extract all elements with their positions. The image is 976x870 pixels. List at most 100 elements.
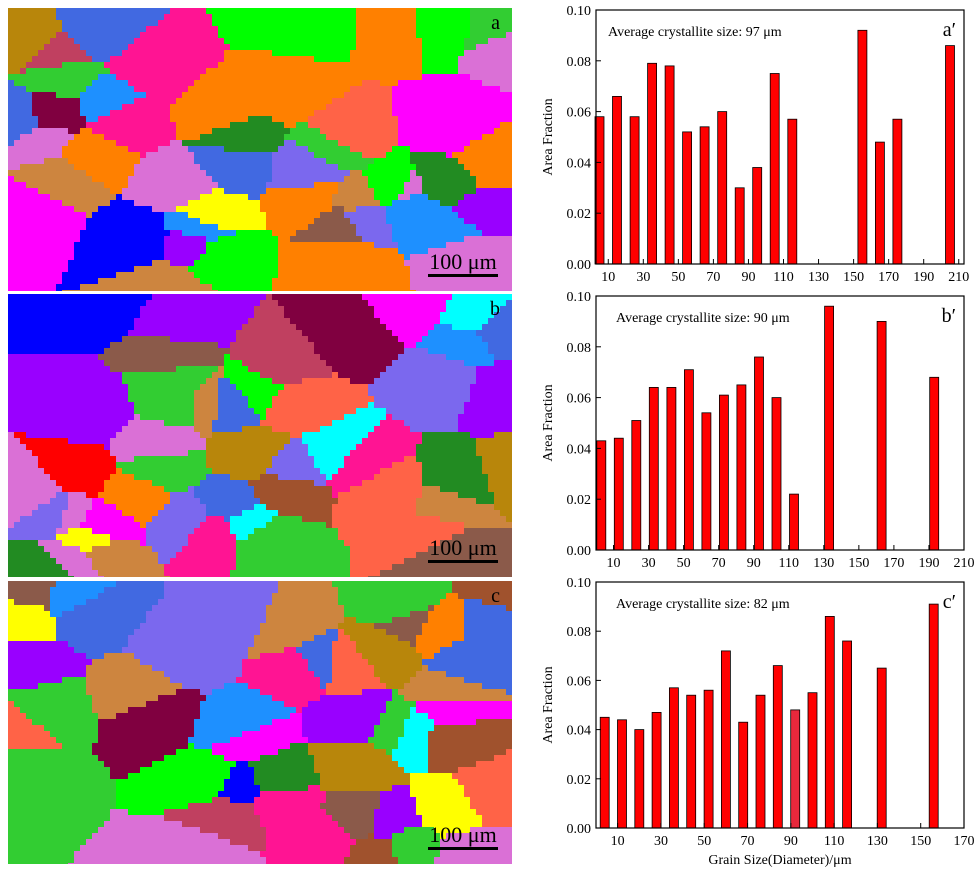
grain-cell (128, 182, 135, 189)
grain-cell (80, 194, 87, 201)
grain-cell (374, 50, 381, 57)
grain-cell (128, 294, 135, 301)
grain-cell (398, 194, 405, 201)
grain-cell (296, 248, 303, 255)
grain-cell (350, 8, 357, 15)
grain-cell (416, 348, 423, 355)
grain-cell (38, 116, 45, 123)
grain-cell (20, 104, 27, 111)
grain-cell (302, 44, 309, 51)
grain-cell (74, 284, 81, 291)
grain-cell (68, 212, 75, 219)
grain-cell (380, 318, 387, 325)
grain-cell (428, 336, 435, 343)
grain-cell (56, 188, 63, 195)
grain-cell (440, 278, 447, 285)
grain-cell (458, 74, 465, 81)
grain-cell (14, 224, 21, 231)
grain-cell (254, 182, 261, 189)
grain-cell (446, 212, 453, 219)
grain-cell (8, 176, 15, 183)
grain-cell (50, 122, 57, 129)
grain-cell (416, 176, 423, 183)
grain-cell (26, 74, 33, 81)
grain-cell (98, 266, 105, 273)
grain-cell (56, 68, 63, 75)
grain-cell (224, 44, 231, 51)
grain-cell (314, 194, 321, 201)
grain-cell (80, 188, 87, 195)
grain-cell (290, 230, 297, 237)
grain-cell (314, 62, 321, 69)
grain-cell (338, 38, 345, 45)
grain-cell (434, 92, 441, 99)
grain-cell (170, 56, 177, 63)
grain-cell (386, 80, 393, 87)
grain-cell (116, 44, 123, 51)
grain-cell (32, 182, 39, 189)
grain-cell (428, 254, 435, 261)
grain-cell (236, 224, 243, 231)
grain-cell (440, 26, 447, 33)
grain-cell (194, 342, 201, 349)
grain-cell (248, 312, 255, 319)
grain-cell (98, 182, 105, 189)
grain-cell (374, 260, 381, 267)
grain-cell (356, 158, 363, 165)
grain-cell (410, 20, 417, 27)
grain-cell (434, 318, 441, 325)
grain-cell (164, 14, 171, 21)
grain-cell (56, 242, 63, 249)
grain-cell (140, 8, 147, 15)
grain-cell (404, 306, 411, 313)
grain-cell (284, 266, 291, 273)
grain-cell (8, 200, 15, 207)
grain-cell (110, 164, 117, 171)
grain-cell (290, 206, 297, 213)
grain-cell (392, 300, 399, 307)
grain-cell (200, 224, 207, 231)
grain-cell (212, 140, 219, 147)
grain-cell (464, 128, 471, 135)
grain-cell (200, 152, 207, 159)
grain-cell (302, 260, 309, 267)
grain-cell (356, 266, 363, 273)
grain-cell (50, 294, 57, 301)
grain-cell (446, 230, 453, 237)
grain-cell (332, 342, 339, 349)
grain-cell (452, 170, 459, 177)
grain-cell (182, 330, 189, 337)
grain-cell (380, 300, 387, 307)
grain-cell (56, 32, 63, 39)
grain-cell (224, 98, 231, 105)
grain-cell (176, 92, 183, 99)
grain-cell (50, 182, 57, 189)
grain-cell (242, 80, 249, 87)
grain-cell (326, 284, 333, 291)
grain-cell (380, 92, 387, 99)
grain-cell (146, 98, 153, 105)
grain-cell (482, 348, 489, 355)
grain-cell (134, 318, 141, 325)
grain-cell (104, 14, 111, 21)
grain-cell (428, 306, 435, 313)
grain-cell (254, 318, 261, 325)
grain-cell (86, 140, 93, 147)
grain-cell (194, 122, 201, 129)
grain-cell (80, 56, 87, 63)
grain-cell (146, 68, 153, 75)
grain-cell (266, 56, 273, 63)
grain-cell (110, 62, 117, 69)
grain-cell (446, 348, 453, 355)
grain-cell (200, 134, 207, 141)
grain-cell (404, 32, 411, 39)
grain-cell (368, 318, 375, 325)
grain-cell (422, 140, 429, 147)
grain-cell (146, 312, 153, 319)
grain-cell (464, 8, 471, 15)
grain-cell (356, 348, 363, 355)
grain-cell (224, 128, 231, 135)
grain-cell (440, 92, 447, 99)
grain-cell (110, 200, 117, 207)
grain-cell (290, 62, 297, 69)
